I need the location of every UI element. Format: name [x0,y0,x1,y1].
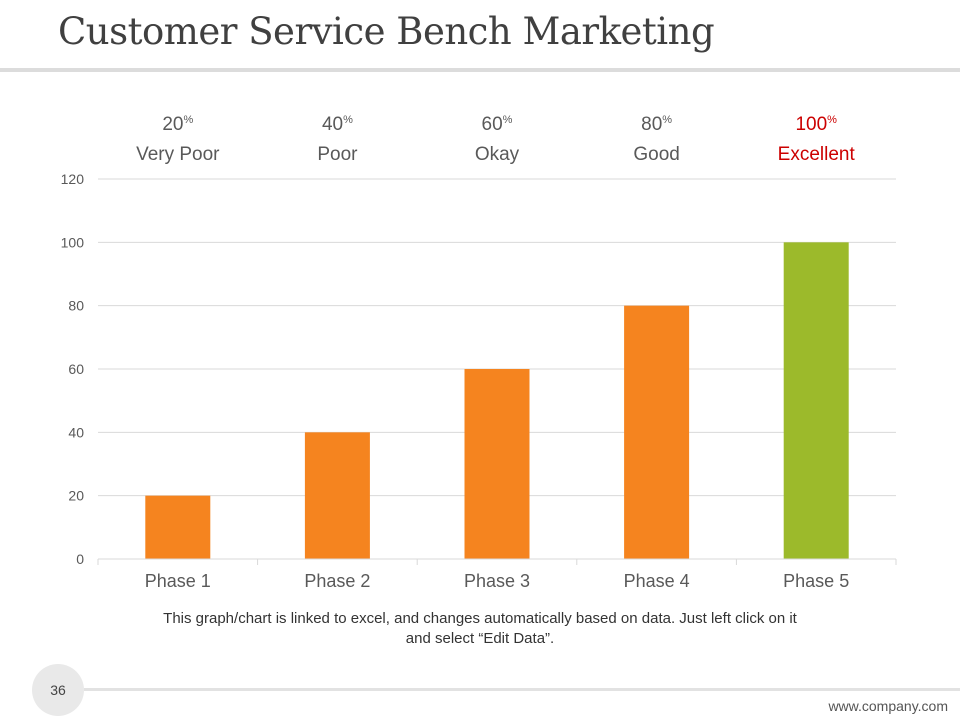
x-tick-label: Phase 5 [783,571,849,591]
y-tick-label: 0 [76,551,84,567]
x-tick-label: Phase 1 [145,571,211,591]
rating-label: Very Poor [136,144,220,165]
rating-label: Good [633,144,679,165]
bar-phase-3[interactable] [464,369,530,559]
rating-percent: 80% [641,114,672,135]
rating-percent: 20% [162,114,193,135]
bar-phase-1[interactable] [145,495,211,559]
bar-phase-2[interactable] [304,432,370,559]
y-tick-label: 120 [61,171,85,187]
footer-url: www.company.com [828,698,948,714]
rating-label: Poor [317,144,358,165]
y-tick-label: 80 [68,298,84,314]
title-divider [0,68,960,72]
rating-percent: 60% [482,114,513,135]
y-tick-label: 40 [68,424,84,440]
chart-note: This graph/chart is linked to excel, and… [163,610,797,647]
y-tick-label: 100 [61,234,85,250]
x-tick-label: Phase 4 [624,571,690,591]
page-number: 36 [50,682,66,698]
bar-phase-5[interactable] [783,242,849,560]
y-tick-label: 20 [68,488,84,504]
x-tick-label: Phase 2 [304,571,370,591]
page-number-badge: 36 [32,664,84,716]
x-tick-label: Phase 3 [464,571,530,591]
footer-divider [84,688,960,691]
bar-phase-4[interactable] [624,305,690,559]
rating-percent: 40% [322,114,353,135]
rating-label: Okay [475,144,520,165]
rating-percent: 100% [795,114,837,135]
y-tick-label: 60 [68,361,84,377]
slide-title: Customer Service Bench Marketing [58,10,715,53]
rating-label: Excellent [778,144,856,165]
